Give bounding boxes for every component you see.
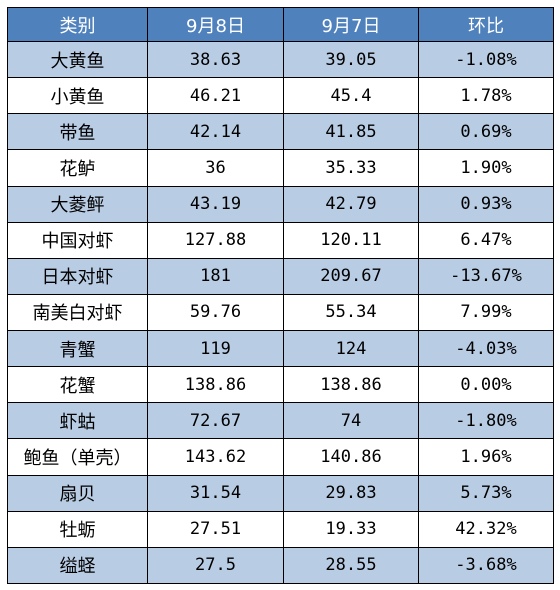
cell-sep7-price: 124	[283, 329, 419, 368]
cell-sep7-price: 140.86	[283, 438, 419, 476]
cell-sep8-price: 46.21	[147, 77, 284, 115]
table-row: 大菱鲆 43.19 42.79 0.93%	[7, 185, 554, 223]
cell-sep8-price: 143.62	[147, 438, 284, 476]
table-row: 花蟹 138.86 138.86 0.00%	[7, 366, 554, 404]
cell-category: 鲍鱼（单壳）	[7, 438, 148, 476]
cell-category: 虾蛄	[7, 402, 148, 440]
table-row: 扇贝 31.54 29.83 5.73%	[7, 474, 554, 512]
cell-change: 42.32%	[418, 510, 554, 548]
table-row: 鲍鱼（单壳） 143.62 140.86 1.96%	[7, 438, 554, 476]
cell-sep7-price: 35.33	[283, 149, 419, 187]
cell-category: 南美白对虾	[7, 293, 148, 332]
table-body: 大黄鱼 38.63 39.05 -1.08% 小黄鱼 46.21 45.4 1.78% 带鱼 42…	[7, 40, 554, 585]
cell-category: 花蟹	[7, 366, 148, 404]
cell-change: -4.03%	[418, 329, 554, 368]
cell-change: 6.47%	[418, 221, 554, 259]
cell-sep8-price: 127.88	[147, 221, 284, 259]
table-row: 日本对虾 181 209.67 -13.67%	[7, 257, 554, 295]
cell-change: 5.73%	[418, 474, 554, 512]
cell-category: 日本对虾	[7, 257, 148, 295]
cell-sep8-price: 138.86	[147, 366, 284, 404]
cell-change: 1.90%	[418, 149, 554, 187]
cell-change: 0.93%	[418, 185, 554, 223]
cell-category: 青蟹	[7, 329, 148, 368]
cell-sep7-price: 45.4	[283, 77, 419, 115]
cell-category: 大菱鲆	[7, 185, 148, 223]
cell-sep8-price: 43.19	[147, 185, 284, 223]
cell-change: -3.68%	[418, 546, 554, 585]
header-change: 环比	[418, 7, 554, 42]
cell-sep7-price: 42.79	[283, 185, 419, 223]
table-row: 青蟹 119 124 -4.03%	[7, 329, 554, 368]
cell-change: -1.08%	[418, 40, 554, 79]
cell-sep7-price: 138.86	[283, 366, 419, 404]
header-sep8: 9月8日	[147, 7, 284, 42]
cell-sep8-price: 27.51	[147, 510, 284, 548]
cell-category: 中国对虾	[7, 221, 148, 259]
cell-sep7-price: 19.33	[283, 510, 419, 548]
header-category: 类别	[7, 7, 148, 42]
header-row: 类别 9月8日 9月7日 环比	[7, 7, 554, 42]
table-row: 花鲈 36 35.33 1.90%	[7, 149, 554, 187]
cell-sep7-price: 74	[283, 402, 419, 440]
cell-category: 缢蛏	[7, 546, 148, 585]
table-row: 中国对虾 127.88 120.11 6.47%	[7, 221, 554, 259]
cell-sep8-price: 59.76	[147, 293, 284, 332]
table-header: 类别 9月8日 9月7日 环比	[7, 7, 554, 42]
cell-sep8-price: 27.5	[147, 546, 284, 585]
cell-category: 牡蛎	[7, 510, 148, 548]
cell-change: 1.78%	[418, 77, 554, 115]
cell-change: -1.80%	[418, 402, 554, 440]
table-row: 小黄鱼 46.21 45.4 1.78%	[7, 77, 554, 115]
cell-category: 大黄鱼	[7, 40, 148, 79]
price-comparison-table: 类别 9月8日 9月7日 环比 大黄鱼 38.63 39.05 -1.08% 小黄鱼 46…	[7, 7, 554, 585]
table-row: 虾蛄 72.67 74 -1.80%	[7, 402, 554, 440]
table-row: 牡蛎 27.51 19.33 42.32%	[7, 510, 554, 548]
cell-sep8-price: 31.54	[147, 474, 284, 512]
cell-sep8-price: 72.67	[147, 402, 284, 440]
cell-sep8-price: 36	[147, 149, 284, 187]
cell-change: 7.99%	[418, 293, 554, 332]
cell-sep7-price: 55.34	[283, 293, 419, 332]
header-sep7: 9月7日	[283, 7, 419, 42]
cell-sep8-price: 38.63	[147, 40, 284, 79]
cell-category: 花鲈	[7, 149, 148, 187]
cell-change: -13.67%	[418, 257, 554, 295]
cell-sep7-price: 41.85	[283, 113, 419, 151]
cell-category: 带鱼	[7, 113, 148, 151]
cell-sep7-price: 39.05	[283, 40, 419, 79]
table-row: 带鱼 42.14 41.85 0.69%	[7, 113, 554, 151]
cell-sep7-price: 209.67	[283, 257, 419, 295]
cell-category: 扇贝	[7, 474, 148, 512]
cell-sep8-price: 42.14	[147, 113, 284, 151]
table-row: 南美白对虾 59.76 55.34 7.99%	[7, 293, 554, 332]
cell-change: 0.00%	[418, 366, 554, 404]
cell-category: 小黄鱼	[7, 77, 148, 115]
table-row: 大黄鱼 38.63 39.05 -1.08%	[7, 40, 554, 79]
cell-sep7-price: 29.83	[283, 474, 419, 512]
cell-sep8-price: 181	[147, 257, 284, 295]
cell-change: 1.96%	[418, 438, 554, 476]
table-row: 缢蛏 27.5 28.55 -3.68%	[7, 546, 554, 585]
cell-sep7-price: 120.11	[283, 221, 419, 259]
cell-sep7-price: 28.55	[283, 546, 419, 585]
cell-change: 0.69%	[418, 113, 554, 151]
cell-sep8-price: 119	[147, 329, 284, 368]
